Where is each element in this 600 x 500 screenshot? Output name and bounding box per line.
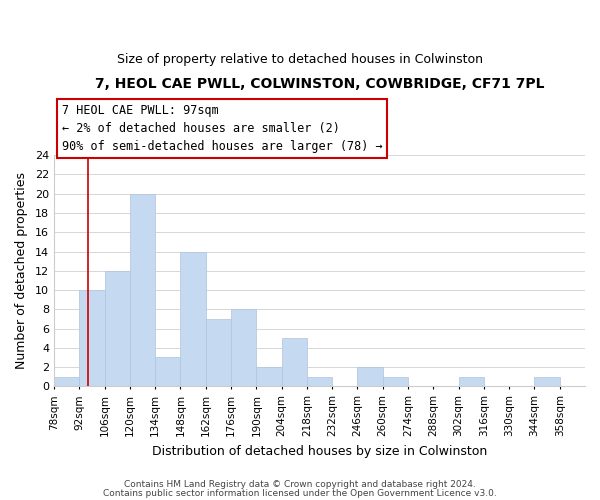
- Bar: [358, 367, 383, 386]
- Text: Contains HM Land Registry data © Crown copyright and database right 2024.: Contains HM Land Registry data © Crown c…: [124, 480, 476, 489]
- Y-axis label: Number of detached properties: Number of detached properties: [15, 172, 28, 370]
- Text: 7 HEOL CAE PWLL: 97sqm
← 2% of detached houses are smaller (2)
90% of semi-detac: 7 HEOL CAE PWLL: 97sqm ← 2% of detached …: [62, 104, 383, 153]
- Bar: [383, 377, 408, 386]
- Title: 7, HEOL CAE PWLL, COLWINSTON, COWBRIDGE, CF71 7PL: 7, HEOL CAE PWLL, COLWINSTON, COWBRIDGE,…: [95, 78, 544, 92]
- Bar: [130, 194, 155, 386]
- Bar: [307, 377, 332, 386]
- Bar: [54, 377, 79, 386]
- Text: Size of property relative to detached houses in Colwinston: Size of property relative to detached ho…: [117, 52, 483, 66]
- Text: Contains public sector information licensed under the Open Government Licence v3: Contains public sector information licen…: [103, 488, 497, 498]
- Bar: [155, 358, 181, 386]
- Bar: [79, 290, 104, 386]
- Bar: [281, 338, 307, 386]
- Bar: [458, 377, 484, 386]
- Bar: [231, 310, 256, 386]
- Bar: [181, 252, 206, 386]
- X-axis label: Distribution of detached houses by size in Colwinston: Distribution of detached houses by size …: [152, 444, 487, 458]
- Bar: [104, 271, 130, 386]
- Bar: [256, 367, 281, 386]
- Bar: [535, 377, 560, 386]
- Bar: [206, 319, 231, 386]
